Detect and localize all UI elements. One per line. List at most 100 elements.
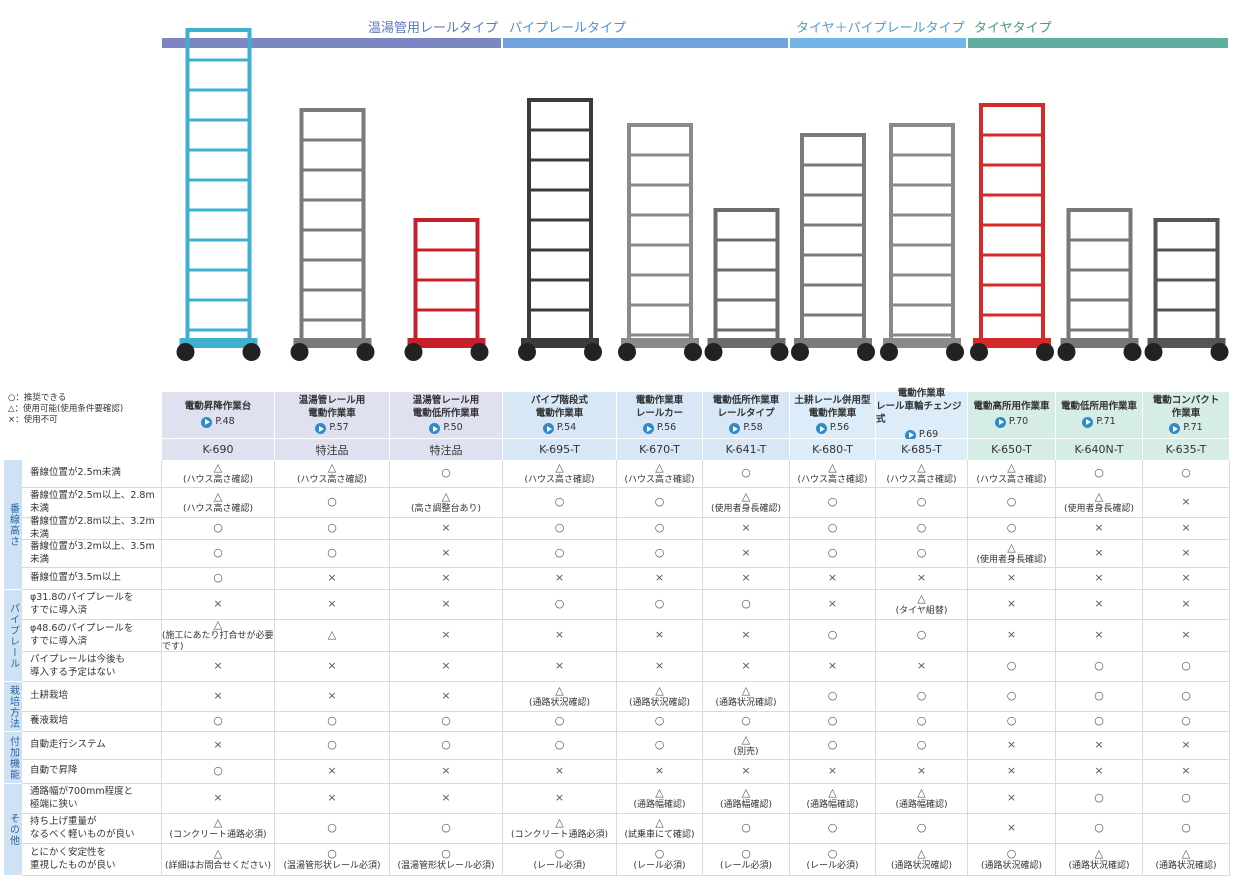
table-cell: ○ [275,540,390,568]
table-cell: △ (コンクリート通路必須) [162,814,275,844]
suitability-mark: ○ [1006,521,1017,535]
suitability-mark: ○ [327,546,337,560]
suitability-mark: ○ [654,521,665,535]
suitability-mark: △ [741,684,751,697]
product-name: 温湯管レール用 [412,394,480,406]
suitability-mark: × [1181,571,1191,585]
suitability-mark: × [213,791,223,805]
table-cell: × [275,590,390,620]
cell-note: (詳細はお問合せください) [164,860,272,871]
cell-note: (通路状況確認) [980,860,1043,871]
suitability-mark: ○ [554,546,565,560]
table-cell: × [275,652,390,682]
product-header: 電動昇降作業台 P.48 [162,392,275,438]
table-cell: × [162,784,275,814]
table-cell: ○ [617,540,703,568]
table-cell: × [617,568,703,590]
group-label: その他 [4,784,22,876]
table-cell: × [968,760,1056,784]
row-label-line: とにかく安定性を [30,847,107,859]
suitability-mark: × [441,571,451,585]
table-cell: × [968,590,1056,620]
table-cell: ○ [703,814,790,844]
table-cell: ○ [876,488,968,518]
product-code: K-670-T [617,439,703,460]
table-cell: ○ [617,488,703,518]
suitability-mark: × [1006,821,1017,835]
play-icon [201,416,213,428]
row-label: 土耕栽培 [22,682,162,712]
suitability-mark: △ [917,786,926,799]
page-ref: P.50 [429,422,463,435]
suitability-mark: ○ [441,847,451,860]
suitability-mark: ○ [213,571,223,585]
product-header: 電動低所用作業車 P.71 [1056,392,1143,438]
product-header: 温湯管レール用 電動作業車 P.57 [275,392,390,438]
suitability-mark: ○ [1181,714,1191,728]
table-cell: ○ [390,814,503,844]
table-cell: △ (試乗車にて確認) [617,814,703,844]
suitability-mark: ○ [554,714,565,728]
suitability-mark: × [827,571,838,585]
product-code: 特注品 [390,439,503,460]
cell-note: (ハウス高さ確認) [886,474,957,485]
play-icon [815,423,827,435]
product-name: パイプ階段式 [530,394,588,406]
table-cell: × [703,760,790,784]
row-label-line: 自動走行システム [30,739,106,751]
table-cell: ○ [162,760,275,784]
category-label: 温湯管用レールタイプ [368,21,499,36]
table-cell: ○ [1143,652,1230,682]
table-cell: × [390,620,503,652]
table-cell: ○ [617,712,703,732]
cell-note: (コンクリート通路必須) [169,829,267,840]
product-name: レール車輪チェンジ式 [876,401,962,425]
table-cell: ○ [503,488,617,518]
suitability-mark: ○ [741,597,751,611]
suitability-mark: ○ [916,738,927,752]
suitability-mark: × [741,521,751,535]
page-number: P.48 [215,416,235,427]
table-cell: △ (使用者身長確認) [968,540,1056,568]
cell-note: (ハウス高さ確認) [524,474,595,485]
table-cell: ○ [876,814,968,844]
cell-note: (通路状況確認) [1068,860,1130,871]
table-cell: ○ (レール必須) [503,844,617,876]
table-cell: × [503,568,617,590]
play-icon [642,423,654,435]
table-cell: ○ [876,682,968,712]
cell-note: (試乗車にて確認) [624,829,695,840]
table-cell: ○ [876,518,968,540]
cell-note: (レール必須) [633,860,686,871]
row-label-line: 重視したものが良い [30,859,116,871]
table-cell: ○ [1056,652,1143,682]
table-cell: ○ [275,732,390,760]
product-name: 電動作業車 [308,407,356,419]
suitability-mark: × [741,628,751,642]
cell-note: (温湯管形状レール必須) [397,860,495,871]
table-cell: × [876,760,968,784]
row-label: パイプレールは今後も 導入する予定はない [22,652,162,682]
group-label: パイプレール [4,590,22,682]
page-number: P.58 [743,422,763,434]
table-cell: × [390,568,503,590]
suitability-mark: ○ [654,597,665,611]
table-cell: ○ [1056,784,1143,814]
table-cell: △ (ハウス高さ確認) [617,460,703,488]
suitability-mark: △ [917,847,926,860]
table-cell: △ (施工にあたり打合せが必要です) [162,618,275,652]
suitability-mark: △ [213,816,223,829]
suitability-mark: △ [828,786,837,799]
table-cell: △ (ハウス高さ確認) [790,460,876,488]
category-label: タイヤ＋パイプレールタイプ [796,21,965,36]
table-cell: ○ [703,460,790,488]
product-name: レールカー [635,407,684,419]
product-image [1144,218,1229,361]
suitability-mark: ○ [741,847,751,860]
table-cell: × [703,652,790,682]
table-cell: △ (高さ調整台あり) [390,488,503,518]
suitability-mark: ○ [827,689,838,703]
cell-note: (使用者身長確認) [976,554,1047,565]
suitability-mark: × [441,597,451,611]
